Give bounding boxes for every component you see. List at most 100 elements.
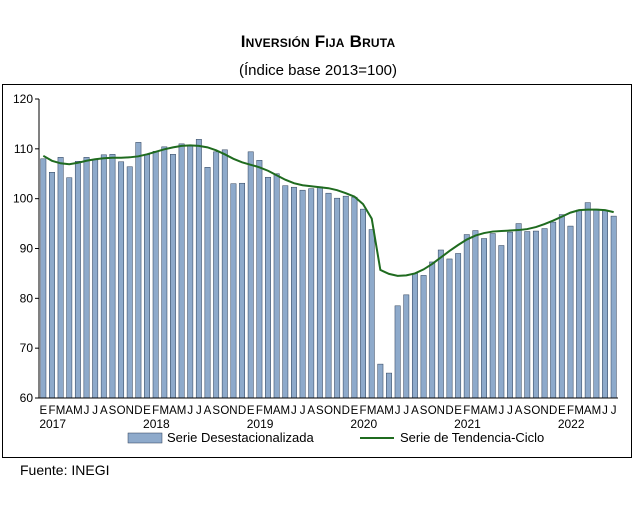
x-tick-label: D bbox=[342, 405, 350, 417]
bar bbox=[610, 215, 617, 399]
legend-bar-swatch bbox=[127, 432, 163, 444]
chart-title: Inversión Fija Bruta bbox=[240, 32, 396, 51]
bar bbox=[455, 253, 462, 399]
x-tick-label: J bbox=[611, 405, 617, 417]
bar bbox=[144, 154, 150, 399]
bar bbox=[118, 161, 125, 399]
x-tick-label: M bbox=[160, 405, 170, 417]
bar bbox=[377, 363, 384, 399]
bar bbox=[420, 275, 427, 399]
x-tick-label: N bbox=[126, 405, 134, 417]
x-tick-label: N bbox=[333, 405, 341, 417]
bar bbox=[550, 221, 557, 399]
x-tick-label: M bbox=[177, 405, 187, 417]
bar bbox=[109, 154, 116, 399]
bar bbox=[83, 157, 90, 399]
x-tick-label: J bbox=[84, 405, 90, 417]
x-tick-label: J bbox=[403, 405, 409, 417]
x-tick-label: D bbox=[134, 405, 142, 417]
y-tick-label: 100 bbox=[13, 192, 33, 206]
bar bbox=[429, 261, 436, 399]
bar bbox=[291, 186, 297, 399]
bar bbox=[74, 161, 81, 399]
bar bbox=[360, 208, 367, 399]
bar bbox=[282, 185, 289, 399]
bar bbox=[515, 223, 522, 399]
x-tick-label: J bbox=[196, 405, 202, 417]
x-tick-label: A bbox=[204, 405, 212, 417]
x-tick-label: M bbox=[280, 405, 290, 417]
x-tick-label: M bbox=[263, 405, 273, 417]
x-tick-label: A bbox=[377, 405, 385, 417]
x-tick-label: O bbox=[428, 405, 437, 417]
bar bbox=[411, 273, 418, 399]
bar bbox=[584, 202, 591, 399]
x-year-label: 2017 bbox=[39, 417, 66, 431]
x-tick-label: S bbox=[212, 405, 220, 417]
x-tick-label: O bbox=[531, 405, 540, 417]
x-tick-label: D bbox=[238, 405, 246, 417]
bar bbox=[316, 186, 323, 399]
x-tick-label: M bbox=[384, 405, 394, 417]
x-tick-label: A bbox=[169, 405, 177, 417]
y-tick-label: 120 bbox=[13, 92, 33, 106]
bar bbox=[92, 159, 99, 399]
bar bbox=[507, 231, 513, 399]
x-tick-label: J bbox=[395, 405, 401, 417]
x-year-label: 2019 bbox=[247, 417, 274, 431]
x-tick-label: S bbox=[316, 405, 324, 417]
x-tick-label: E bbox=[39, 405, 47, 417]
x-year-label: 2018 bbox=[143, 417, 170, 431]
x-tick-label: J bbox=[187, 405, 193, 417]
x-tick-label: N bbox=[229, 405, 237, 417]
x-tick-label: E bbox=[454, 405, 462, 417]
bar bbox=[558, 214, 565, 399]
x-tick-label: J bbox=[300, 405, 306, 417]
bar bbox=[498, 245, 505, 399]
x-tick-label: J bbox=[602, 405, 608, 417]
x-tick-label: A bbox=[584, 405, 592, 417]
y-tick-label: 90 bbox=[20, 242, 34, 256]
y-tick-label: 110 bbox=[14, 142, 33, 156]
x-tick-label: A bbox=[480, 405, 488, 417]
bar bbox=[239, 182, 246, 399]
bar bbox=[273, 173, 280, 399]
x-tick-label: J bbox=[92, 405, 98, 417]
bar bbox=[489, 233, 496, 399]
x-year-label: 2022 bbox=[558, 417, 585, 431]
x-tick-label: O bbox=[117, 405, 126, 417]
x-tick-label: E bbox=[351, 405, 359, 417]
x-tick-label: M bbox=[73, 405, 83, 417]
bar bbox=[213, 151, 220, 399]
bar bbox=[368, 229, 375, 399]
x-tick-label: O bbox=[220, 405, 229, 417]
x-tick-label: A bbox=[273, 405, 281, 417]
bar bbox=[463, 234, 470, 399]
legend-bar-label: Serie Desestacionalizada bbox=[167, 430, 314, 445]
bar bbox=[524, 231, 531, 399]
bar bbox=[66, 177, 73, 399]
x-tick-label: O bbox=[324, 405, 333, 417]
y-tick-label: 80 bbox=[20, 291, 34, 305]
bar bbox=[178, 143, 185, 399]
x-tick-label: D bbox=[549, 405, 557, 417]
x-tick-label: M bbox=[367, 405, 377, 417]
bar bbox=[541, 228, 548, 399]
bar bbox=[170, 154, 176, 399]
bar bbox=[437, 249, 444, 399]
bar bbox=[532, 230, 539, 399]
x-tick-label: A bbox=[65, 405, 73, 417]
x-tick-label: M bbox=[488, 405, 498, 417]
source-note: Fuente: INEGI bbox=[20, 462, 110, 478]
x-tick-label: E bbox=[247, 405, 255, 417]
bar bbox=[40, 158, 47, 399]
bar bbox=[403, 294, 410, 399]
bar bbox=[221, 149, 228, 399]
legend-line-label: Serie de Tendencia-Ciclo bbox=[400, 430, 544, 445]
bar bbox=[126, 166, 133, 399]
bar bbox=[567, 225, 574, 399]
y-tick-label: 70 bbox=[20, 341, 34, 355]
bar bbox=[394, 305, 401, 399]
bar bbox=[481, 238, 487, 399]
